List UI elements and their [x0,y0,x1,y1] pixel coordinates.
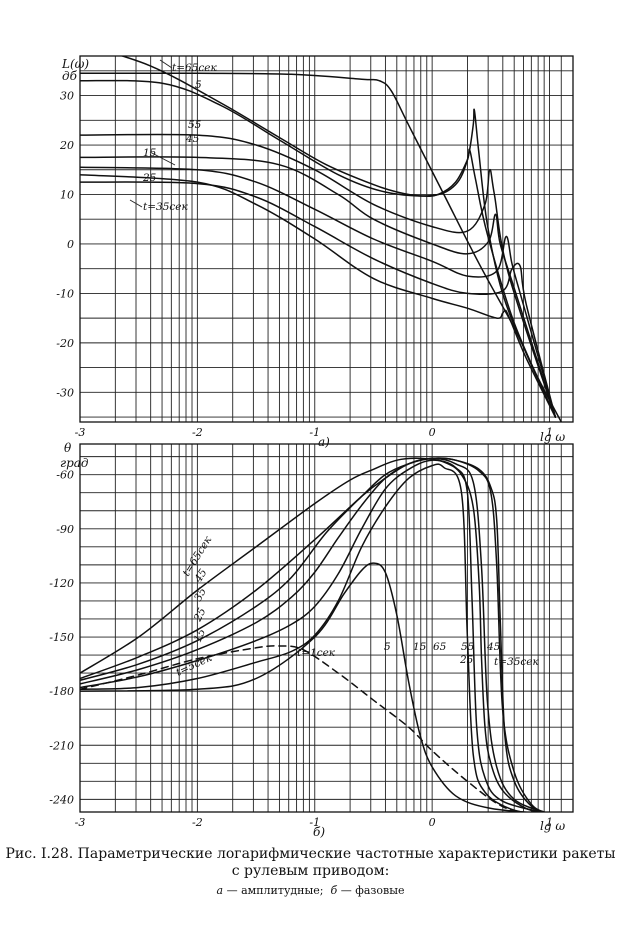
plot-frame [79,443,574,813]
y-tick-label: -150 [49,631,74,644]
y-tick-label: -20 [56,337,74,350]
x-tick-label: -2 [192,426,203,439]
y-tick-label: -180 [49,685,74,698]
x-tick-label: 0 [429,426,436,439]
x-axis-label: lg ω [540,430,565,444]
series-line [80,166,557,418]
curve-label: 15 [192,627,209,644]
x-tick-label: 1 [546,426,553,439]
x-tick-label: -3 [75,816,86,829]
curve-label: 55 [188,119,202,131]
label-leader [129,199,143,208]
y-tick-label: -240 [49,793,74,806]
y-tick-label: -60 [56,469,74,482]
y-axis-label: L(ω) [61,57,89,71]
series-line [80,133,557,418]
y-tick-label: -90 [56,523,74,536]
figure-caption-legend: а — амплитудные; б — фазовые [0,884,621,897]
curve-label: 55 [461,641,475,653]
series-line [80,181,557,418]
caption-sub-a-letter: а [216,884,224,897]
x-tick-label: -1 [309,816,320,829]
y-axis-unit: дб [62,69,78,83]
y-axis-label: θ [64,441,72,455]
y-tick-label: 10 [60,188,74,201]
series-line [80,463,529,812]
caption-sub-b-letter: б [330,884,338,897]
y-tick-label: 0 [67,238,74,251]
series-line [80,156,557,418]
curve-label: 15 [413,641,427,653]
curve-label: t=35сек [143,201,188,213]
label-leader [159,59,173,69]
panel-label: а) [318,435,330,449]
curve-label: 25 [142,172,157,184]
curve-label: t=1сек [297,647,336,659]
series-line [80,173,557,418]
series-line [80,459,546,812]
caption-sub-b-text: — фазовые [337,884,405,897]
x-tick-label: 1 [546,816,553,829]
x-axis-label: lg ω [540,819,565,833]
curve-label: 5 [195,79,202,91]
series-line [80,457,547,812]
series-line [80,562,535,812]
series-line [80,79,557,418]
y-tick-label: -30 [56,386,74,399]
y-tick-label: 20 [59,139,74,152]
x-tick-label: -3 [75,426,86,439]
x-tick-label: 0 [429,816,436,829]
y-tick-label: -210 [49,739,74,752]
series-line [120,56,557,418]
y-tick-label: -120 [49,577,74,590]
curve-label: 45 [185,133,200,145]
plot-frame [79,55,574,423]
series-line [80,645,520,812]
caption-sub-a-text: — амплитудные; [223,884,324,897]
label-leader [149,151,176,166]
curve-label: 25 [459,654,474,666]
y-tick-label: -10 [56,287,74,300]
y-axis-unit: град [60,456,89,470]
curve-label: 25 [191,606,208,624]
x-tick-label: -1 [309,426,320,439]
curve-label: 45 [486,641,501,653]
curve-label: 5 [384,641,391,653]
curve-label: t=65сек [172,62,217,74]
curve-label: t=35сек [494,656,539,668]
panel-label: б) [313,825,325,839]
curve-label: 35 [192,586,209,604]
curve-label: 65 [433,641,447,653]
y-tick-label: 30 [60,90,74,103]
curve-label: 15 [143,147,157,159]
series-line [80,72,563,422]
figure-caption: Рис. I.28. Параметрические логарифмическ… [5,846,616,879]
x-tick-label: -2 [192,816,203,829]
